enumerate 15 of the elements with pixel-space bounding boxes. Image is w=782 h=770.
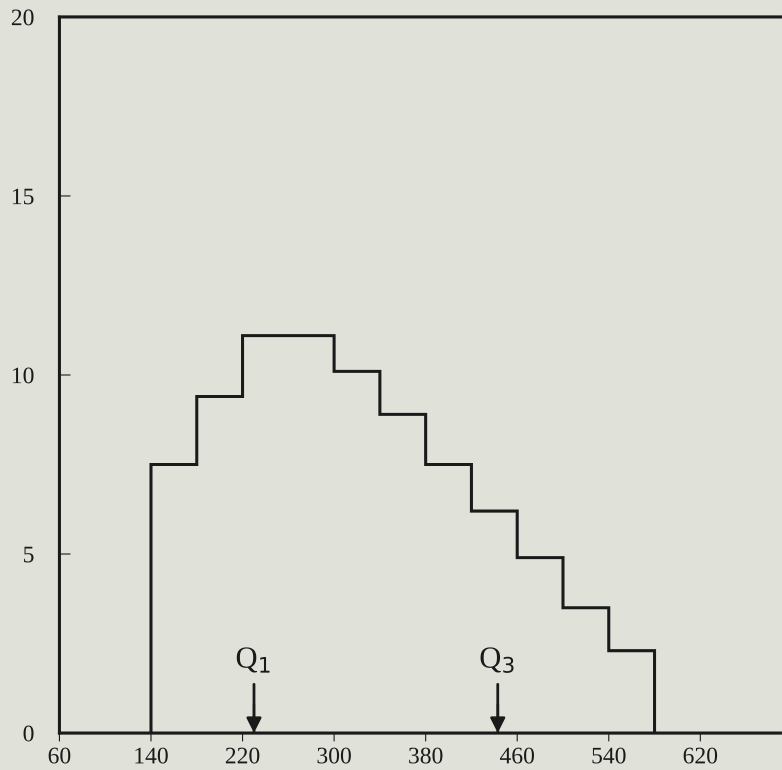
ref-line-label: Q$_{1}$ <box>236 647 270 673</box>
x-tick-label: 220 <box>226 748 260 764</box>
y-tick-label: 0 <box>24 726 34 742</box>
y-tick-label: 20 <box>12 9 34 26</box>
x-tick-label: 380 <box>409 748 442 764</box>
y-tick-label: 15 <box>12 188 34 204</box>
y-tick-label: 5 <box>24 546 34 562</box>
x-tick-label: 60 <box>48 748 70 764</box>
x-tick-label: 540 <box>592 748 626 764</box>
x-tick-label: 300 <box>318 748 351 764</box>
x-tick-label: 620 <box>684 748 718 764</box>
ref-line-label: Q$_{3}$ <box>480 647 514 673</box>
x-tick-label: 140 <box>135 748 168 764</box>
x-tick-label: 460 <box>500 748 534 764</box>
y-tick-label: 10 <box>12 367 34 384</box>
